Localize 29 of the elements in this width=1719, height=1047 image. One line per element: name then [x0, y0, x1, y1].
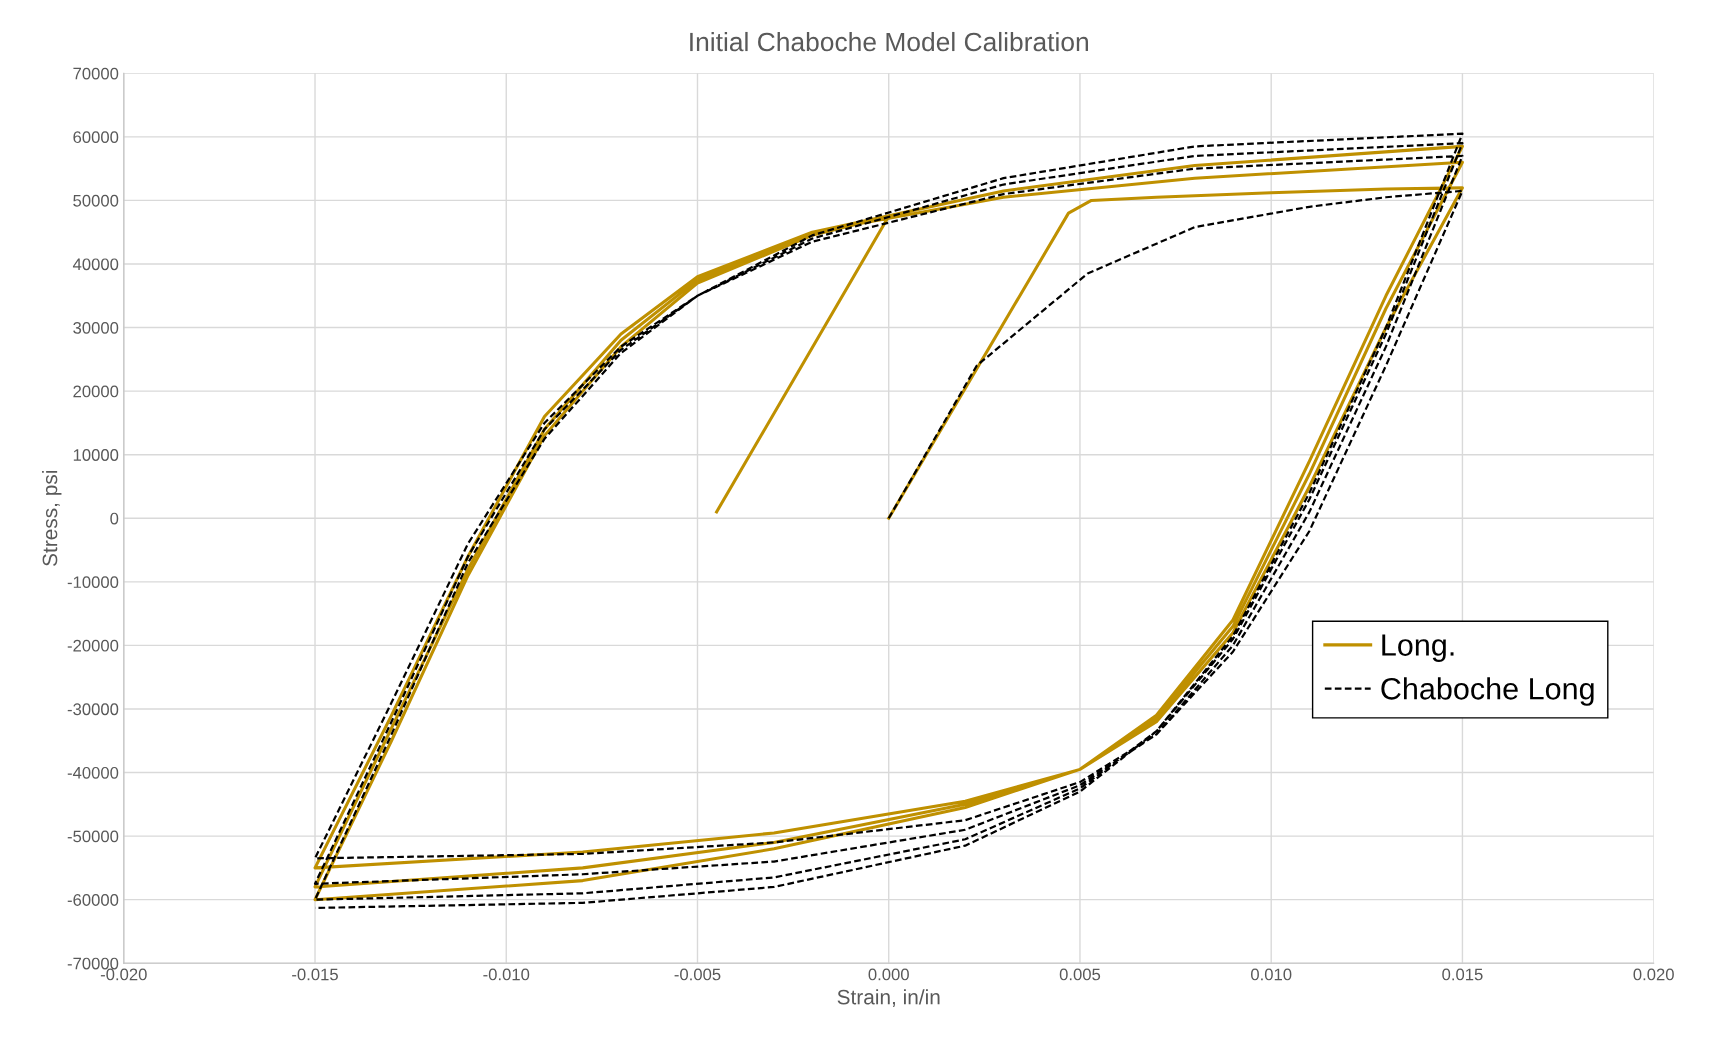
x-tick-label: 0.010	[1251, 968, 1292, 981]
legend-label: Chaboche Long	[1381, 677, 1594, 706]
y-tick-label: -10000	[67, 576, 119, 589]
y-tick-label: 40000	[72, 258, 119, 271]
y-tick-label: -60000	[67, 894, 119, 906]
x-tick-label: -0.020	[100, 968, 147, 981]
y-tick-label: -50000	[67, 830, 119, 843]
legend-label: Long.	[1382, 634, 1454, 662]
x-tick-label: 0.000	[868, 968, 909, 981]
y-tick-label: 20000	[73, 385, 119, 398]
y-tick-label: 0	[110, 512, 119, 525]
x-tick-label: 0.005	[1059, 968, 1101, 981]
x-tick-label: 0.020	[1633, 968, 1674, 981]
x-tick-label: 0.015	[1442, 968, 1483, 981]
y-axis-title: Stress, psi	[42, 471, 62, 566]
x-axis-title: Strain, in/in	[837, 989, 940, 1007]
y-tick-label: 60000	[73, 131, 119, 144]
x-tick-label: -0.015	[292, 968, 338, 981]
y-tick-label: 30000	[73, 321, 119, 334]
chart-title: Initial Chaboche Model Calibration	[690, 31, 1088, 52]
y-tick-label: 70000	[73, 67, 119, 80]
y-tick-label: -40000	[67, 766, 119, 779]
y-tick-label: -20000	[67, 639, 119, 652]
y-tick-label: 50000	[73, 194, 119, 207]
x-tick-label: -0.005	[674, 968, 721, 981]
x-tick-label: -0.010	[483, 968, 530, 981]
y-tick-label: -30000	[67, 703, 119, 716]
y-tick-label: -70000	[67, 957, 119, 970]
y-tick-label: 10000	[73, 449, 119, 461]
